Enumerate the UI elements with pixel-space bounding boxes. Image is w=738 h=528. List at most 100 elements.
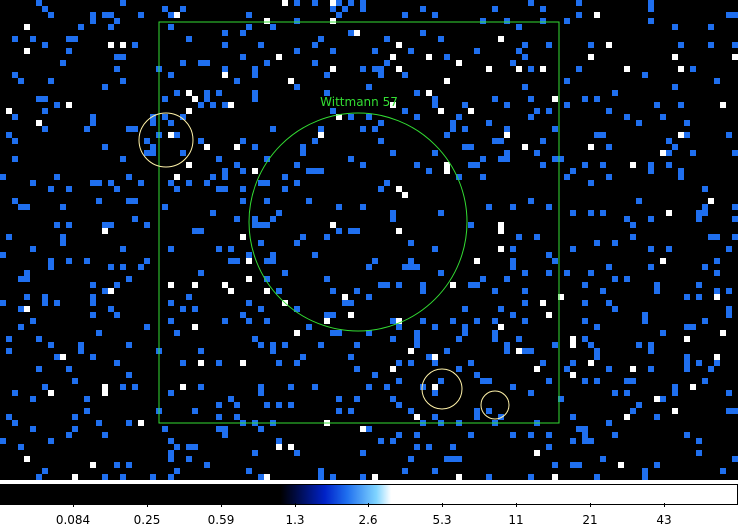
photon-pixel <box>66 258 72 264</box>
photon-pixel <box>282 270 288 276</box>
photon-pixel <box>372 48 378 54</box>
source-circle-bottom-2[interactable] <box>480 390 510 420</box>
photon-pixel <box>522 270 528 276</box>
photon-pixel <box>192 96 198 102</box>
cluster-circle-region[interactable] <box>248 112 468 332</box>
colorbar-tick-label: 21 <box>582 513 598 527</box>
photon-pixel <box>600 456 606 462</box>
photon-pixel <box>150 150 156 156</box>
photon-pixel <box>702 318 708 324</box>
photon-pixel <box>210 102 216 108</box>
photon-pixel <box>312 42 318 48</box>
photon-pixel <box>300 150 306 156</box>
photon-pixel <box>330 312 336 318</box>
photon-pixel <box>588 438 594 444</box>
photon-pixel <box>264 288 270 294</box>
photon-pixel <box>120 54 126 60</box>
photon-pixel <box>690 384 696 390</box>
photon-pixel <box>528 0 534 6</box>
photon-pixel <box>708 366 714 372</box>
photon-pixel <box>408 258 414 264</box>
photon-pixel <box>552 126 558 132</box>
photon-pixel <box>588 342 594 348</box>
photon-pixel <box>114 18 120 24</box>
photon-pixel <box>138 420 144 426</box>
photon-pixel <box>696 360 702 366</box>
photon-pixel <box>486 66 492 72</box>
photon-pixel <box>324 312 330 318</box>
photon-pixel <box>726 408 732 414</box>
photon-pixel <box>570 372 576 378</box>
photon-pixel <box>180 360 186 366</box>
photon-pixel <box>276 438 282 444</box>
photon-pixel <box>426 444 432 450</box>
photon-pixel <box>102 384 108 390</box>
photon-pixel <box>90 282 96 288</box>
photon-pixel <box>510 264 516 270</box>
photon-pixel <box>366 114 372 120</box>
photon-pixel <box>696 294 702 300</box>
photon-pixel <box>324 276 330 282</box>
source-circle-bottom-1[interactable] <box>421 368 463 410</box>
photon-pixel <box>420 318 426 324</box>
photon-pixel <box>690 66 696 72</box>
colorbar-tick-label: 0.59 <box>207 513 235 527</box>
source-circle-left[interactable] <box>138 112 194 168</box>
photon-pixel <box>48 390 54 396</box>
photon-pixel <box>222 282 228 288</box>
photon-pixel <box>90 354 96 360</box>
photon-pixel <box>648 246 654 252</box>
colorbar-gradient[interactable] <box>0 484 738 505</box>
image-canvas[interactable]: Wittmann 57 <box>0 0 738 480</box>
photon-pixel <box>414 444 420 450</box>
photon-pixel <box>270 24 276 30</box>
photon-pixel <box>234 144 240 150</box>
photon-pixel <box>198 348 204 354</box>
photon-pixel <box>510 384 516 390</box>
photon-pixel <box>48 12 54 18</box>
photon-pixel <box>552 96 558 102</box>
photon-pixel <box>426 54 432 60</box>
photon-pixel <box>102 474 108 480</box>
photon-pixel <box>60 354 66 360</box>
photon-pixel <box>168 456 174 462</box>
photon-pixel <box>570 246 576 252</box>
photon-pixel <box>258 426 264 432</box>
photon-pixel <box>498 414 504 420</box>
photon-pixel <box>594 348 600 354</box>
colorbar-tick-mark <box>147 503 148 507</box>
photon-pixel <box>732 12 738 18</box>
photon-pixel <box>396 282 402 288</box>
photon-pixel <box>42 384 48 390</box>
photon-pixel <box>246 300 252 306</box>
photon-pixel <box>228 258 234 264</box>
photon-pixel <box>498 228 504 234</box>
photon-pixel <box>252 90 258 96</box>
photon-pixel <box>390 216 396 222</box>
photon-pixel <box>126 276 132 282</box>
photon-pixel <box>294 330 300 336</box>
photon-pixel <box>486 378 492 384</box>
photon-pixel <box>270 258 276 264</box>
photon-pixel <box>534 108 540 114</box>
photon-pixel <box>192 444 198 450</box>
photon-pixel <box>474 318 480 324</box>
photon-pixel <box>354 30 360 36</box>
photon-pixel <box>510 258 516 264</box>
photon-pixel <box>378 120 384 126</box>
photon-pixel <box>66 186 72 192</box>
photon-pixel <box>372 258 378 264</box>
photon-pixel <box>174 330 180 336</box>
photon-pixel <box>294 48 300 54</box>
photon-pixel <box>660 114 666 120</box>
photon-pixel <box>150 114 156 120</box>
photon-pixel <box>0 174 6 180</box>
photon-pixel <box>12 420 18 426</box>
photon-pixel <box>462 330 468 336</box>
photon-pixel <box>648 264 654 270</box>
photon-pixel <box>546 444 552 450</box>
photon-pixel <box>732 216 738 222</box>
photon-pixel <box>114 462 120 468</box>
photon-pixel <box>612 240 618 246</box>
field-box-region[interactable] <box>158 21 560 424</box>
